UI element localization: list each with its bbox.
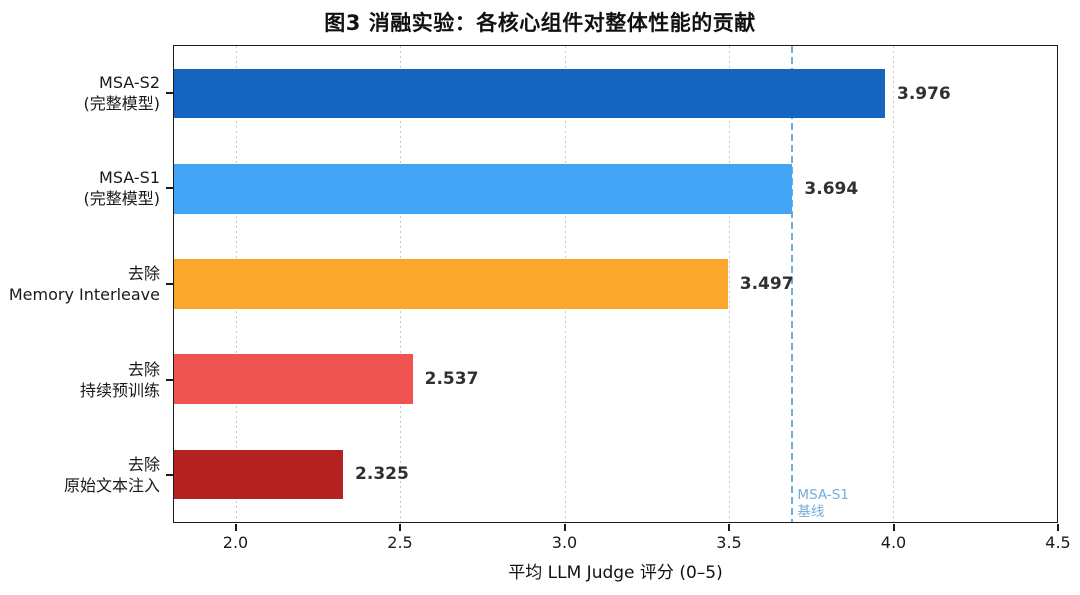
bar-row: 3.976: [174, 46, 1057, 141]
x-tick-label: 3.0: [551, 533, 578, 552]
y-label-line: (完整模型): [83, 189, 161, 209]
bar-value-label: 2.325: [355, 464, 409, 485]
x-tick-mark: [234, 524, 237, 531]
bar-remove-raw-text-injection: [174, 449, 344, 500]
bar-msa-s2: [174, 68, 885, 119]
y-label-msa-s1: MSA-S1 (完整模型): [0, 167, 161, 209]
y-tick-mark: [166, 378, 173, 381]
y-tick-mark: [166, 283, 173, 285]
x-tick-label: 4.0: [880, 533, 907, 552]
y-label-memory-interleave: 去除 Memory Interleave: [0, 263, 160, 305]
gridline: [728, 46, 730, 522]
plot-area: 3.976 3.694 3.497 2.537 2.325 MSA-S1 基线: [173, 45, 1058, 523]
y-label-line: 去除: [127, 264, 160, 283]
y-label-line: 持续预训练: [79, 380, 160, 400]
bar-value-label: 3.694: [804, 178, 859, 199]
x-tick-label: 2.0: [222, 533, 249, 552]
bar-row: 3.694: [174, 141, 1057, 236]
bar-value-label: 2.537: [424, 369, 479, 390]
baseline-reference-line: [791, 46, 794, 522]
bar-remove-memory-interleave: [174, 259, 728, 309]
x-tick-label: 4.5: [1045, 533, 1071, 552]
bar-value-label: 3.976: [896, 83, 951, 104]
x-axis: 2.0 2.5 3.0 3.5 4.0 4.5: [173, 524, 1071, 560]
y-label-line: MSA-S1: [99, 168, 160, 188]
bar-msa-s1: [174, 164, 793, 214]
x-tick-label: 2.5: [387, 533, 413, 552]
x-axis-label: 平均 LLM Judge 评分 (0–5): [508, 563, 723, 583]
baseline-reference-label: MSA-S1 基线: [797, 487, 848, 521]
chart-title: 图3 消融实验：各核心组件对整体性能的贡献: [324, 11, 756, 35]
gridline: [892, 46, 894, 522]
y-tick-mark: [166, 187, 173, 190]
y-label-msa-s2: MSA-S2 (完整模型): [0, 72, 161, 114]
y-tick-mark: [166, 474, 173, 477]
y-tick-mark: [166, 91, 173, 94]
bar-value-label: 3.497: [739, 274, 794, 294]
y-label-line: 去除: [127, 455, 160, 475]
x-tick-mark: [892, 524, 895, 531]
baseline-label-line: MSA-S1: [797, 487, 849, 503]
bar-remove-continued-pretraining: [174, 354, 413, 404]
bar-row: 2.537: [174, 332, 1057, 427]
y-label-line: (完整模型): [83, 93, 161, 113]
x-tick-label: 3.5: [716, 533, 742, 552]
x-tick-mark: [728, 524, 730, 531]
bar-row: 3.497: [174, 236, 1057, 331]
x-tick-mark: [563, 524, 566, 531]
bar-rows: 3.976 3.694 3.497 2.537 2.325: [174, 46, 1057, 522]
y-label-line: Memory Interleave: [8, 285, 160, 304]
y-label-raw-text-injection: 去除 原始文本注入: [0, 454, 160, 496]
y-label-line: MSA-S2: [99, 72, 160, 92]
y-label-continued-pretraining: 去除 持续预训练: [0, 359, 160, 401]
x-tick-mark: [1057, 524, 1059, 531]
y-label-line: 去除: [127, 359, 160, 379]
y-label-line: 原始文本注入: [63, 476, 160, 496]
x-tick-mark: [399, 524, 401, 531]
baseline-label-line: 基线: [797, 504, 825, 520]
bar-row: 2.325: [174, 427, 1057, 522]
